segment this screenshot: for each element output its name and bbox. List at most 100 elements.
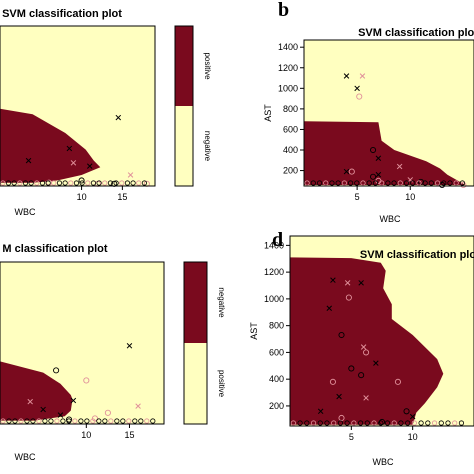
data-point-o	[54, 418, 60, 424]
x-tick-label: 15	[117, 192, 127, 202]
data-point-x	[354, 85, 360, 92]
y-tick-label: 600	[269, 347, 284, 357]
data-point-o	[6, 418, 12, 424]
data-point-o	[42, 418, 48, 424]
data-point-o	[428, 180, 434, 186]
data-point-o	[5, 180, 12, 186]
data-point-x	[375, 155, 382, 161]
data-point-o	[104, 409, 111, 416]
data-point-x	[57, 412, 64, 418]
x-axis-label-b: WBC	[380, 214, 401, 224]
data-point-o	[398, 420, 404, 426]
data-point-x	[330, 277, 336, 283]
data-point-o	[416, 180, 422, 186]
y-axis-label-b: AST	[263, 104, 273, 122]
data-point-o	[310, 180, 316, 186]
data-point-o	[405, 420, 411, 426]
data-point-o	[141, 180, 148, 186]
data-point-o	[347, 180, 354, 186]
data-point-o	[130, 180, 136, 186]
data-point-o	[136, 180, 142, 186]
data-point-o	[452, 420, 458, 426]
data-point-o	[68, 180, 74, 186]
data-point-o	[360, 180, 366, 186]
data-point-o	[107, 180, 114, 186]
data-point-o	[458, 420, 465, 426]
x-tick-label: 15	[124, 430, 134, 440]
data-point-o	[73, 180, 80, 186]
data-point-x	[407, 177, 414, 183]
legend-swatch-top	[175, 26, 193, 106]
data-point-o	[403, 180, 410, 186]
data-point-o	[391, 180, 397, 186]
data-point-o	[108, 418, 114, 424]
data-point-o	[62, 180, 68, 186]
data-point-x	[358, 280, 364, 286]
data-point-o	[28, 180, 34, 186]
x-tick-label: 10	[77, 192, 87, 202]
data-point-o	[304, 180, 310, 186]
data-point-o	[96, 418, 102, 424]
data-point-x	[40, 406, 46, 413]
positive-region-d	[290, 257, 444, 425]
data-point-o	[45, 180, 51, 186]
data-point-o	[34, 180, 40, 186]
y-tick-label: 1400	[264, 240, 284, 250]
data-point-x	[373, 360, 379, 366]
legend-label: negative	[217, 287, 226, 318]
data-point-o	[78, 418, 84, 424]
data-point-o	[119, 180, 125, 186]
data-point-o	[410, 180, 416, 186]
data-point-o	[51, 180, 57, 186]
data-point-o	[453, 180, 459, 186]
data-point-o	[85, 180, 91, 186]
data-point-x	[343, 73, 350, 79]
chart-title-c: M classification plot	[2, 243, 107, 255]
data-point-x	[126, 343, 133, 349]
data-point-o	[0, 180, 6, 186]
data-point-o	[30, 418, 36, 424]
data-point-x	[70, 160, 77, 166]
data-point-o	[425, 420, 431, 426]
legend-swatch-bottom	[175, 106, 193, 186]
y-tick-label: 400	[269, 374, 284, 384]
data-point-o	[39, 180, 46, 186]
data-point-o	[150, 418, 156, 424]
data-point-o	[310, 420, 317, 426]
data-point-o	[102, 180, 108, 186]
x-tick-label: 5	[355, 192, 360, 202]
data-point-o	[345, 294, 352, 301]
data-point-x	[344, 280, 351, 286]
legend-label: positive	[203, 52, 212, 80]
data-point-o	[83, 377, 90, 384]
data-point-o	[11, 180, 17, 186]
data-point-o	[358, 372, 365, 379]
data-point-o	[90, 180, 97, 186]
data-point-o	[113, 180, 119, 186]
data-point-x	[409, 413, 416, 420]
data-point-o	[344, 420, 350, 426]
legend-label: negative	[203, 131, 212, 162]
data-point-o	[341, 180, 347, 186]
data-point-o	[366, 180, 372, 186]
legend-label: positive	[217, 370, 226, 398]
data-point-o	[411, 420, 417, 426]
data-point-o	[397, 180, 403, 186]
data-point-o	[391, 420, 397, 426]
data-point-o	[72, 418, 78, 424]
data-point-o	[56, 180, 63, 186]
legend-frame	[174, 25, 194, 187]
data-point-o	[96, 180, 102, 186]
y-tick-label: 600	[283, 124, 298, 134]
data-point-o	[331, 420, 337, 426]
data-point-o	[17, 180, 23, 186]
data-point-x	[363, 395, 369, 401]
data-point-o	[351, 420, 357, 426]
plot-frame-b	[303, 39, 474, 187]
data-point-o	[79, 180, 85, 186]
data-point-o	[403, 408, 410, 415]
x-axis-label-c: WBC	[15, 452, 36, 462]
data-point-x	[86, 163, 93, 169]
data-point-o	[124, 180, 131, 186]
